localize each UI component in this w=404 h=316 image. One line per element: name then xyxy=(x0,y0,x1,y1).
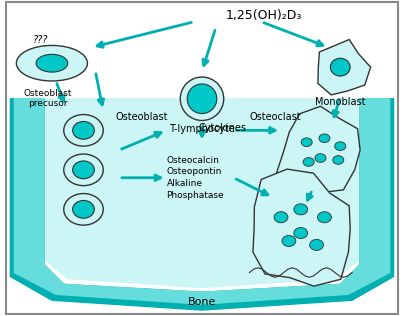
Ellipse shape xyxy=(303,158,314,166)
Ellipse shape xyxy=(73,161,95,179)
Ellipse shape xyxy=(301,138,312,147)
Text: ???: ??? xyxy=(32,35,48,46)
Text: Osteoblast
precusor: Osteoblast precusor xyxy=(24,89,72,108)
Polygon shape xyxy=(253,169,350,286)
Text: Osteoblast: Osteoblast xyxy=(115,112,168,122)
Text: Cytokines: Cytokines xyxy=(198,123,246,133)
Ellipse shape xyxy=(318,212,331,223)
Text: T-lymphocyte: T-lymphocyte xyxy=(169,125,235,134)
PathPatch shape xyxy=(46,99,358,288)
Polygon shape xyxy=(276,106,360,193)
Ellipse shape xyxy=(64,114,103,146)
PathPatch shape xyxy=(11,99,393,310)
Text: Bone: Bone xyxy=(188,297,216,307)
Text: 1,25(OH)₂D₃: 1,25(OH)₂D₃ xyxy=(226,9,302,22)
Ellipse shape xyxy=(274,212,288,223)
Ellipse shape xyxy=(294,228,308,239)
Ellipse shape xyxy=(187,84,217,113)
Ellipse shape xyxy=(73,121,95,139)
Ellipse shape xyxy=(319,134,330,143)
Ellipse shape xyxy=(333,156,344,164)
Text: Osteoclast: Osteoclast xyxy=(249,112,301,122)
FancyBboxPatch shape xyxy=(6,2,398,314)
Ellipse shape xyxy=(335,142,346,150)
Ellipse shape xyxy=(16,46,87,81)
Ellipse shape xyxy=(330,58,350,76)
Ellipse shape xyxy=(64,193,103,225)
Ellipse shape xyxy=(282,235,296,246)
Ellipse shape xyxy=(73,200,95,218)
Ellipse shape xyxy=(294,204,308,215)
Ellipse shape xyxy=(64,154,103,186)
Polygon shape xyxy=(318,40,370,95)
Ellipse shape xyxy=(180,77,224,120)
Text: Monoblast: Monoblast xyxy=(315,97,366,107)
Ellipse shape xyxy=(315,154,326,162)
PathPatch shape xyxy=(15,99,389,304)
Ellipse shape xyxy=(36,54,68,72)
Ellipse shape xyxy=(309,240,324,250)
Text: Osteocalcin
Osteopontin
Alkaline
Phosphatase: Osteocalcin Osteopontin Alkaline Phospha… xyxy=(166,155,224,200)
